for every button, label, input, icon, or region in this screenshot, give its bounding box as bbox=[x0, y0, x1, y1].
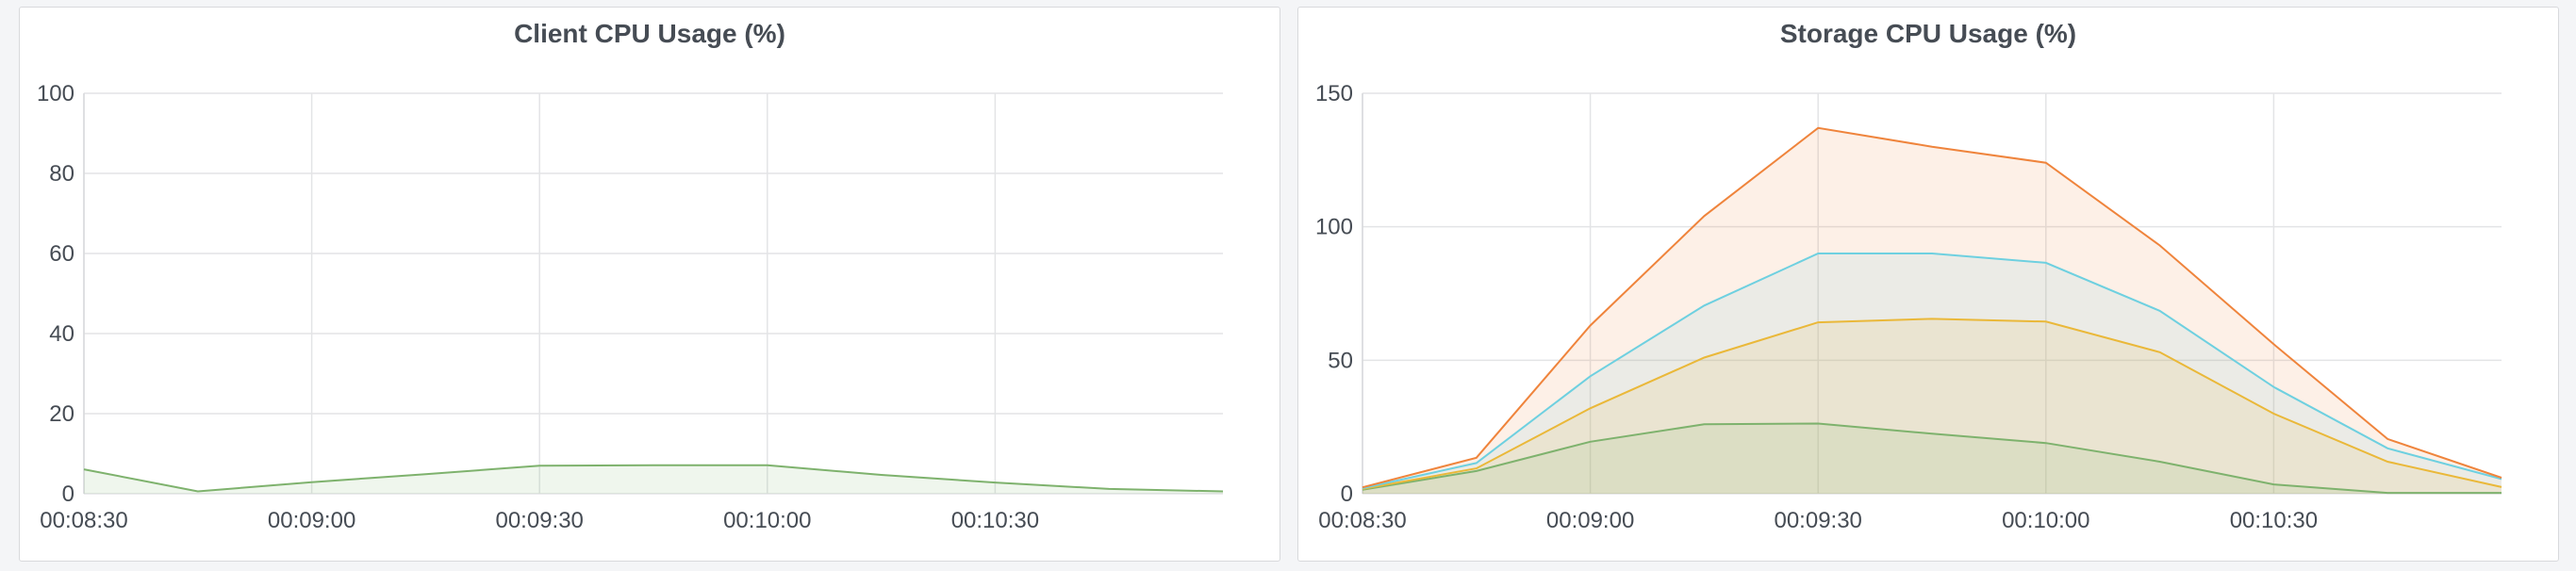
x-tick-label: 00:10:30 bbox=[2230, 508, 2318, 533]
client-cpu-chart: 0 20 40 60 80 100 00:08:30 00:09:00 00:09:30 00:1… bbox=[37, 81, 1224, 533]
y-tick-label: 100 bbox=[37, 81, 74, 106]
series-area bbox=[1362, 318, 2502, 494]
storage-cpu-panel: Storage CPU Usage (%) 0 50 100 150 00:08:30 0… bbox=[1297, 7, 2559, 562]
x-tick-label: 00:08:30 bbox=[40, 508, 127, 533]
y-tick-label: 60 bbox=[49, 241, 74, 267]
x-tick-label: 00:09:00 bbox=[1546, 508, 1634, 533]
storage-cpu-chart: 0 50 100 150 00:08:30 00:09:00 00:09:30 00:10:0… bbox=[1315, 81, 2502, 533]
x-tick-label: 00:09:30 bbox=[1774, 508, 1861, 533]
y-tick-label: 20 bbox=[49, 401, 74, 427]
x-tick-label: 00:09:30 bbox=[495, 508, 583, 533]
y-tick-label: 80 bbox=[49, 161, 74, 187]
y-tick-label: 0 bbox=[62, 481, 74, 507]
y-tick-label: 40 bbox=[49, 321, 74, 347]
grid bbox=[83, 92, 1223, 495]
x-tick-label: 00:10:00 bbox=[723, 508, 811, 533]
x-tick-label: 00:08:30 bbox=[1318, 508, 1406, 533]
x-tick-label: 00:10:30 bbox=[951, 508, 1039, 533]
y-tick-label: 100 bbox=[1315, 215, 1353, 240]
series-area bbox=[1362, 423, 2502, 494]
grid bbox=[1362, 92, 2502, 495]
x-tick-label: 00:09:00 bbox=[268, 508, 355, 533]
client-cpu-panel: Client CPU Usage (%) 0 20 40 60 80 100 00:08:3… bbox=[19, 7, 1280, 562]
x-tick-label: 00:10:00 bbox=[2002, 508, 2089, 533]
y-tick-label: 150 bbox=[1315, 81, 1353, 106]
storage-cpu-title[interactable]: Storage CPU Usage (%) bbox=[1779, 19, 2077, 48]
y-tick-label: 50 bbox=[1328, 348, 1353, 373]
series-area bbox=[84, 465, 1223, 494]
y-tick-label: 0 bbox=[1341, 481, 1353, 507]
series-area bbox=[1362, 127, 2502, 495]
client-cpu-title[interactable]: Client CPU Usage (%) bbox=[514, 19, 785, 48]
